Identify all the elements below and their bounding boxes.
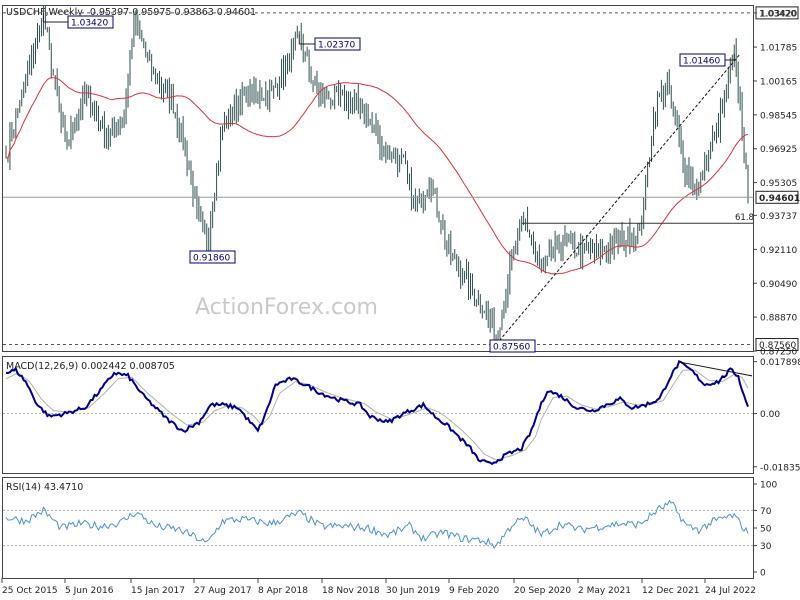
price-tick-label: 0.95305: [760, 179, 797, 189]
annotation-box: [314, 37, 361, 51]
macd-tick-label: -0.018354: [760, 463, 800, 473]
rsi-title: RSI(14) 43.4710: [6, 482, 83, 493]
trend-line: [495, 53, 741, 345]
time-tick-label: 27 Aug 2017: [194, 586, 252, 596]
rsi-tick-label: 70: [760, 507, 772, 517]
annotation-box: [489, 339, 536, 353]
time-axis: 25 Oct 2015 5 Jun 2016 15 Jan 2017 27 Aug 2…: [1, 578, 756, 596]
key-level-label: 1.03420: [759, 9, 796, 19]
rsi-line: [5, 499, 749, 549]
current-price-box: [755, 190, 799, 204]
price-tick-label: 1.01785: [760, 44, 797, 54]
moving-average-line: [5, 77, 749, 275]
price-tick-label: 0.93737: [760, 212, 797, 222]
time-tick-label: 2 May 2021: [578, 586, 631, 596]
annotation-label: 0.91860: [193, 254, 230, 264]
fib-618-label: 61.8: [735, 213, 754, 223]
annotation-box: [189, 250, 236, 264]
annotation-label: 0.87560: [493, 343, 530, 353]
time-tick-label: 12 Dec 2021: [642, 586, 700, 596]
macd-tick-label: 0.017898: [760, 358, 800, 368]
price-tick-label: 0.90490: [760, 280, 797, 290]
time-tick-label: 8 Apr 2018: [258, 586, 308, 596]
price-panel: [2, 5, 754, 352]
key-level-box: [755, 338, 799, 352]
rsi-panel: [2, 477, 754, 579]
price-tick-label: 1.00165: [760, 77, 797, 87]
rsi-tick-label: 0: [760, 569, 766, 579]
macd-title: MACD(12,26,9) 0.002442 0.008705: [6, 361, 175, 372]
ma-path: [5, 77, 749, 275]
macd-layer: 0.017898 0.00 -0.018354: [3, 358, 800, 473]
key-level-label: 0.87560: [759, 341, 796, 351]
time-tick-label: 15 Jan 2017: [131, 586, 185, 596]
rsi-tick-label: 30: [760, 542, 772, 552]
rsi-layer: 100 70 50 30 0: [3, 481, 777, 579]
price-axis: 1.03420 1.01785 1.00165 0.98545 0.96925 0.953…: [753, 9, 797, 358]
macd-tick-label: 0.00: [760, 410, 780, 420]
current-price-label: 0.94601: [759, 194, 800, 204]
time-tick-label: 30 Jun 2019: [386, 586, 440, 596]
time-tick-label: 24 Jul 2022: [705, 586, 756, 596]
annotation-label: 1.01460: [683, 57, 720, 67]
price-bars: [5, 5, 749, 346]
time-tick-label: 9 Feb 2020: [449, 586, 500, 596]
time-tick-label: 20 Sep 2020: [514, 586, 571, 596]
price-tick-label: 0.87250: [760, 348, 797, 358]
price-tick-label: 1.03420: [760, 9, 797, 19]
symbol-label: USDCHF,Weekly: [6, 7, 83, 18]
macd-line: [5, 359, 749, 466]
time-tick-label: 25 Oct 2015: [2, 586, 58, 596]
price-tick-label: 0.92110: [760, 246, 797, 256]
rsi-tick-label: 50: [760, 525, 772, 535]
time-tick-label: 5 Jun 2016: [65, 586, 114, 596]
annotation-box: [67, 15, 114, 29]
rsi-tick-label: 100: [760, 481, 777, 491]
price-overlays: 1.03420 0.87560 0.94601 61.8 1.03420 1.02370 0…: [3, 6, 800, 353]
annotation-label: 1.03420: [71, 19, 108, 29]
price-tick-label: 0.96925: [760, 145, 797, 155]
watermark: ActionForex.com: [195, 295, 378, 320]
annotation-label: 1.02370: [318, 41, 355, 51]
time-tick-label: 18 Nov 2018: [322, 586, 380, 596]
price-tick-label: 0.88870: [760, 314, 797, 324]
macd-trendline: [679, 361, 753, 377]
price-tick-label: 0.98545: [760, 111, 797, 121]
annotation-box: [679, 53, 726, 67]
